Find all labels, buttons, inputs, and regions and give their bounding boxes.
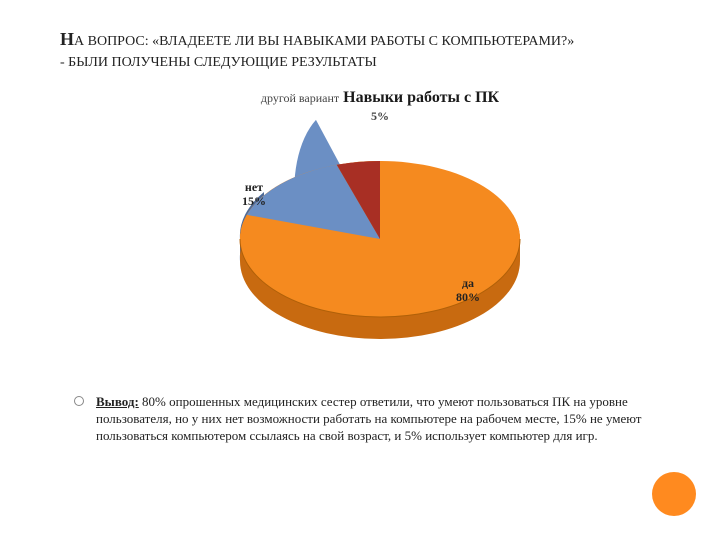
question-title: НА ВОПРОС: «ВЛАДЕЕТЕ ЛИ ВЫ НАВЫКАМИ РАБО… [60,28,660,51]
chart-title-overlap-pct: 5% [371,109,389,123]
bullet-icon [74,396,84,406]
chart-title: другой вариант Навыки работы с ПК 5% [200,89,560,125]
conclusion: Вывод: 80% опрошенных медицинских сестер… [96,394,656,445]
pie-svg [200,89,560,369]
title-rest: А ВОПРОС: [74,34,149,49]
corner-decoration [652,472,696,516]
title-quote: «ВЛАДЕЕТЕ ЛИ ВЫ НАВЫКАМИ РАБОТЫ С КОМПЬЮ… [149,34,575,49]
conclusion-lead: Вывод: [96,394,139,409]
subtitle: - БЫЛИ ПОЛУЧЕНЫ СЛЕДУЮЩИЕ РЕЗУЛЬТАТЫ [60,55,660,71]
pie-chart: другой вариант Навыки работы с ПК 5% [200,89,560,369]
title-lead: Н [60,29,74,49]
chart-title-overlap: другой вариант [261,91,339,105]
conclusion-text: 80% опрошенных медицинских сестер ответи… [96,394,642,443]
label-yes: да 80% [456,277,480,305]
chart-title-main: Навыки работы с ПК [343,89,499,106]
label-no: нет 15% [242,181,266,209]
